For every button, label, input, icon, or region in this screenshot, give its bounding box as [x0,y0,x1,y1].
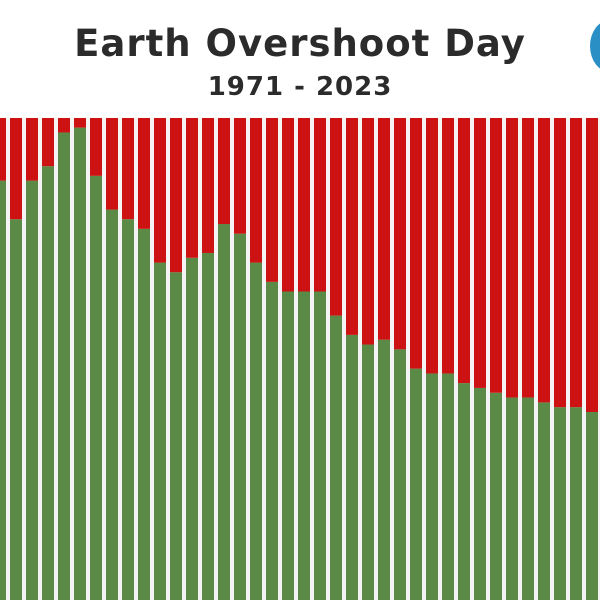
bar-overshoot-2004 [522,118,534,398]
bar-overshoot-1991 [314,118,326,292]
bar-overshoot-2000 [458,118,470,384]
bar-within-budget-1982 [170,272,182,600]
bar-within-budget-1997 [410,368,422,600]
bar-within-budget-1994 [362,344,374,600]
bar-within-budget-1996 [394,349,406,600]
bar-within-budget-1990 [298,291,310,600]
bar-overshoot-2003 [506,118,518,398]
bar-overshoot-1978 [106,118,118,210]
bar-within-budget-1985 [218,224,230,600]
bar-within-budget-2002 [490,392,502,600]
bar-overshoot-1975 [58,118,70,133]
bar-within-budget-1977 [90,175,102,600]
bar-within-budget-1999 [442,373,454,600]
bar-within-budget-1981 [154,262,166,600]
bar-overshoot-1984 [202,118,214,253]
bar-within-budget-1987 [250,262,262,600]
bar-overshoot-1988 [266,118,278,282]
bar-overshoot-1976 [74,118,86,128]
bar-overshoot-1990 [298,118,310,292]
bar-overshoot-2007 [570,118,582,408]
bar-overshoot-2001 [474,118,486,388]
bar-overshoot-1993 [346,118,358,335]
bar-overshoot-1996 [394,118,406,350]
bar-overshoot-1982 [170,118,182,273]
bar-within-budget-1995 [378,339,390,600]
bar-within-budget-2007 [570,407,582,600]
bar-within-budget-2001 [474,387,486,600]
bar-overshoot-1983 [186,118,198,258]
bar-overshoot-1994 [362,118,374,345]
chart-subtitle: 1971 - 2023 [207,72,393,102]
bar-overshoot-1971 [0,118,6,181]
bar-within-budget-1988 [266,281,278,600]
bar-overshoot-1972 [10,118,22,220]
bar-overshoot-1999 [442,118,454,374]
bar-within-budget-1991 [314,291,326,600]
bar-within-budget-1976 [74,127,86,600]
bar-overshoot-1998 [426,118,438,374]
bar-overshoot-1974 [42,118,54,167]
bar-within-budget-2006 [554,407,566,600]
bar-overshoot-1986 [234,118,246,234]
bar-within-budget-2008 [586,412,598,600]
bar-overshoot-2006 [554,118,566,408]
bar-within-budget-1971 [0,180,6,600]
bar-within-budget-1975 [58,132,70,600]
bar-within-budget-1989 [282,291,294,600]
bar-within-budget-1992 [330,315,342,600]
bar-overshoot-1989 [282,118,294,292]
bar-overshoot-1980 [138,118,150,229]
bar-within-budget-2000 [458,383,470,600]
bar-within-budget-1973 [26,180,38,600]
bar-overshoot-1973 [26,118,38,181]
bar-overshoot-1997 [410,118,422,369]
bar-within-budget-1974 [42,166,54,600]
bar-overshoot-1992 [330,118,342,316]
bar-overshoot-1977 [90,118,102,176]
bar-overshoot-1985 [218,118,230,225]
chart-title: Earth Overshoot Day [74,22,526,65]
bar-overshoot-2002 [490,118,502,393]
globe-logo-icon [590,20,600,72]
bar-within-budget-2003 [506,397,518,600]
bar-overshoot-1979 [122,118,134,220]
bar-within-budget-1980 [138,228,150,600]
bar-within-budget-1993 [346,334,358,600]
bar-overshoot-2005 [538,118,550,403]
bar-within-budget-2004 [522,397,534,600]
bar-within-budget-1972 [10,219,22,600]
bar-within-budget-1978 [106,209,118,600]
bar-within-budget-1979 [122,219,134,600]
bar-overshoot-2008 [586,118,598,413]
bar-within-budget-1986 [234,233,246,600]
bar-overshoot-1987 [250,118,262,263]
bar-within-budget-2005 [538,402,550,600]
bar-within-budget-1983 [186,257,198,600]
bar-overshoot-1995 [378,118,390,340]
bar-within-budget-1984 [202,252,214,600]
bar-overshoot-1981 [154,118,166,263]
bar-within-budget-1998 [426,373,438,600]
